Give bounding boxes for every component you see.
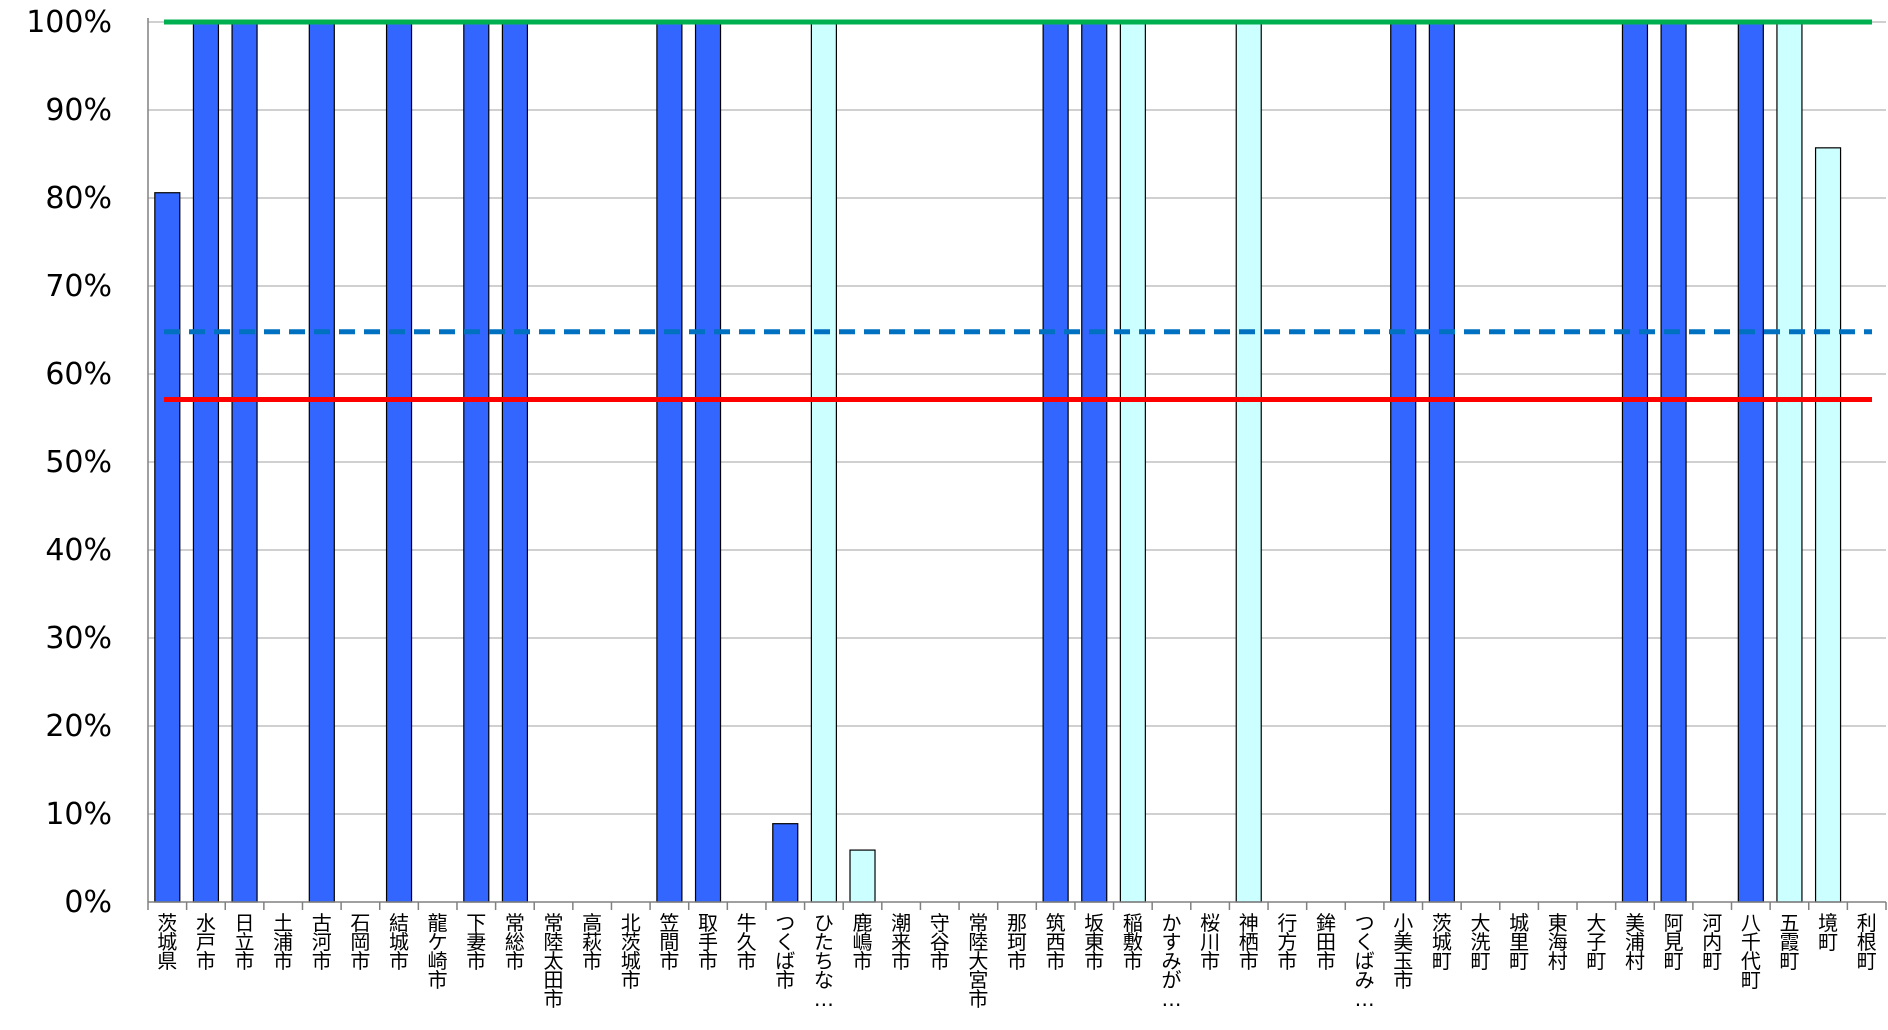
x-tick-label: つくばみ… <box>1355 911 1375 1011</box>
bar <box>849 849 876 903</box>
x-tick-label: 河内町 <box>1702 911 1722 973</box>
x-tick-label: 潮来市 <box>891 911 911 973</box>
y-tick-label: 0% <box>64 885 112 920</box>
bar <box>1235 21 1262 903</box>
x-tick-label: かすみが… <box>1161 911 1181 1011</box>
x-tick-label: 高萩市 <box>582 911 602 973</box>
x-tick-label: 行方市 <box>1277 911 1297 973</box>
x-tick-label: 利根町 <box>1857 911 1877 973</box>
x-tick-label: 桜川市 <box>1200 911 1220 973</box>
x-tick-label: 大洗町 <box>1470 911 1490 973</box>
bar <box>1621 21 1649 903</box>
x-tick-label: 守谷市 <box>930 911 950 973</box>
x-tick-label: 牛久市 <box>737 911 757 973</box>
bar <box>1390 21 1417 903</box>
x-tick-label: 古河市 <box>312 911 332 973</box>
x-tick-label: 八千代町 <box>1741 911 1761 992</box>
bar <box>1119 21 1146 903</box>
y-tick-label: 90% <box>45 93 112 128</box>
bar <box>1814 147 1842 903</box>
bar <box>154 192 181 903</box>
y-tick-label: 30% <box>45 621 112 656</box>
bar <box>656 21 683 903</box>
bar <box>231 21 258 903</box>
y-tick-label: 60% <box>45 357 112 392</box>
x-tick-label: 取手市 <box>698 911 718 973</box>
x-tick-label: 神栖市 <box>1239 911 1259 973</box>
x-tick-label: 日立市 <box>235 911 255 973</box>
bar <box>1042 21 1069 903</box>
bar <box>772 823 799 903</box>
bar <box>192 21 220 903</box>
y-tick-label: 20% <box>45 709 112 744</box>
bar <box>1428 21 1455 903</box>
x-tick-label: 稲敷市 <box>1123 911 1143 973</box>
bar <box>810 21 837 903</box>
x-tick-label: 常陸大宮市 <box>968 911 988 1011</box>
x-tick-label: 鹿嶋市 <box>853 911 873 973</box>
x-tick-label: 城里町 <box>1509 911 1529 973</box>
x-tick-label: 龍ケ崎市 <box>428 911 448 992</box>
bar <box>308 21 335 903</box>
x-tick-label: 阿見町 <box>1664 911 1684 973</box>
x-tick-label: 石岡市 <box>350 911 370 973</box>
x-tick-label: 坂東市 <box>1084 911 1104 973</box>
y-tick-label: 10% <box>45 797 112 832</box>
bar <box>1660 21 1687 903</box>
x-tick-label: 筑西市 <box>1046 911 1066 973</box>
bar <box>1081 21 1108 903</box>
x-tick-label: 笠間市 <box>659 911 679 973</box>
x-tick-label: 那珂市 <box>1007 911 1027 973</box>
bar <box>694 21 722 903</box>
bar <box>501 21 529 903</box>
x-tick-label: 下妻市 <box>466 911 486 973</box>
x-tick-label: 水戸市 <box>196 911 216 973</box>
x-tick-label: 茨城県 <box>157 911 177 973</box>
x-tick-label: 美浦村 <box>1625 911 1645 973</box>
x-tick-label: 北茨城市 <box>621 911 641 992</box>
bar <box>463 21 490 903</box>
x-tick-label: 大子町 <box>1586 911 1606 973</box>
x-tick-label: 五霞町 <box>1779 911 1799 973</box>
x-tick-label: 茨城町 <box>1432 911 1452 973</box>
y-tick-label: 40% <box>45 533 112 568</box>
y-tick-label: 50% <box>45 445 112 480</box>
x-tick-label: 小美玉市 <box>1393 911 1413 992</box>
x-tick-label: 東海村 <box>1548 911 1568 973</box>
y-tick-label: 70% <box>45 269 112 304</box>
y-tick-label: 100% <box>26 5 112 40</box>
x-tick-label: つくば市 <box>775 911 795 992</box>
x-tick-label: 結城市 <box>389 911 409 973</box>
bar <box>385 21 413 903</box>
x-tick-label: 境町 <box>1818 911 1838 954</box>
x-tick-label: ひたちな… <box>814 911 834 1011</box>
bar <box>1737 21 1764 903</box>
x-tick-label: 常総市 <box>505 911 525 973</box>
x-tick-label: 鉾田市 <box>1316 911 1336 973</box>
bar <box>1776 21 1803 903</box>
y-tick-label: 80% <box>45 181 112 216</box>
x-tick-label: 常陸太田市 <box>544 911 564 1011</box>
x-tick-label: 土浦市 <box>273 911 293 973</box>
